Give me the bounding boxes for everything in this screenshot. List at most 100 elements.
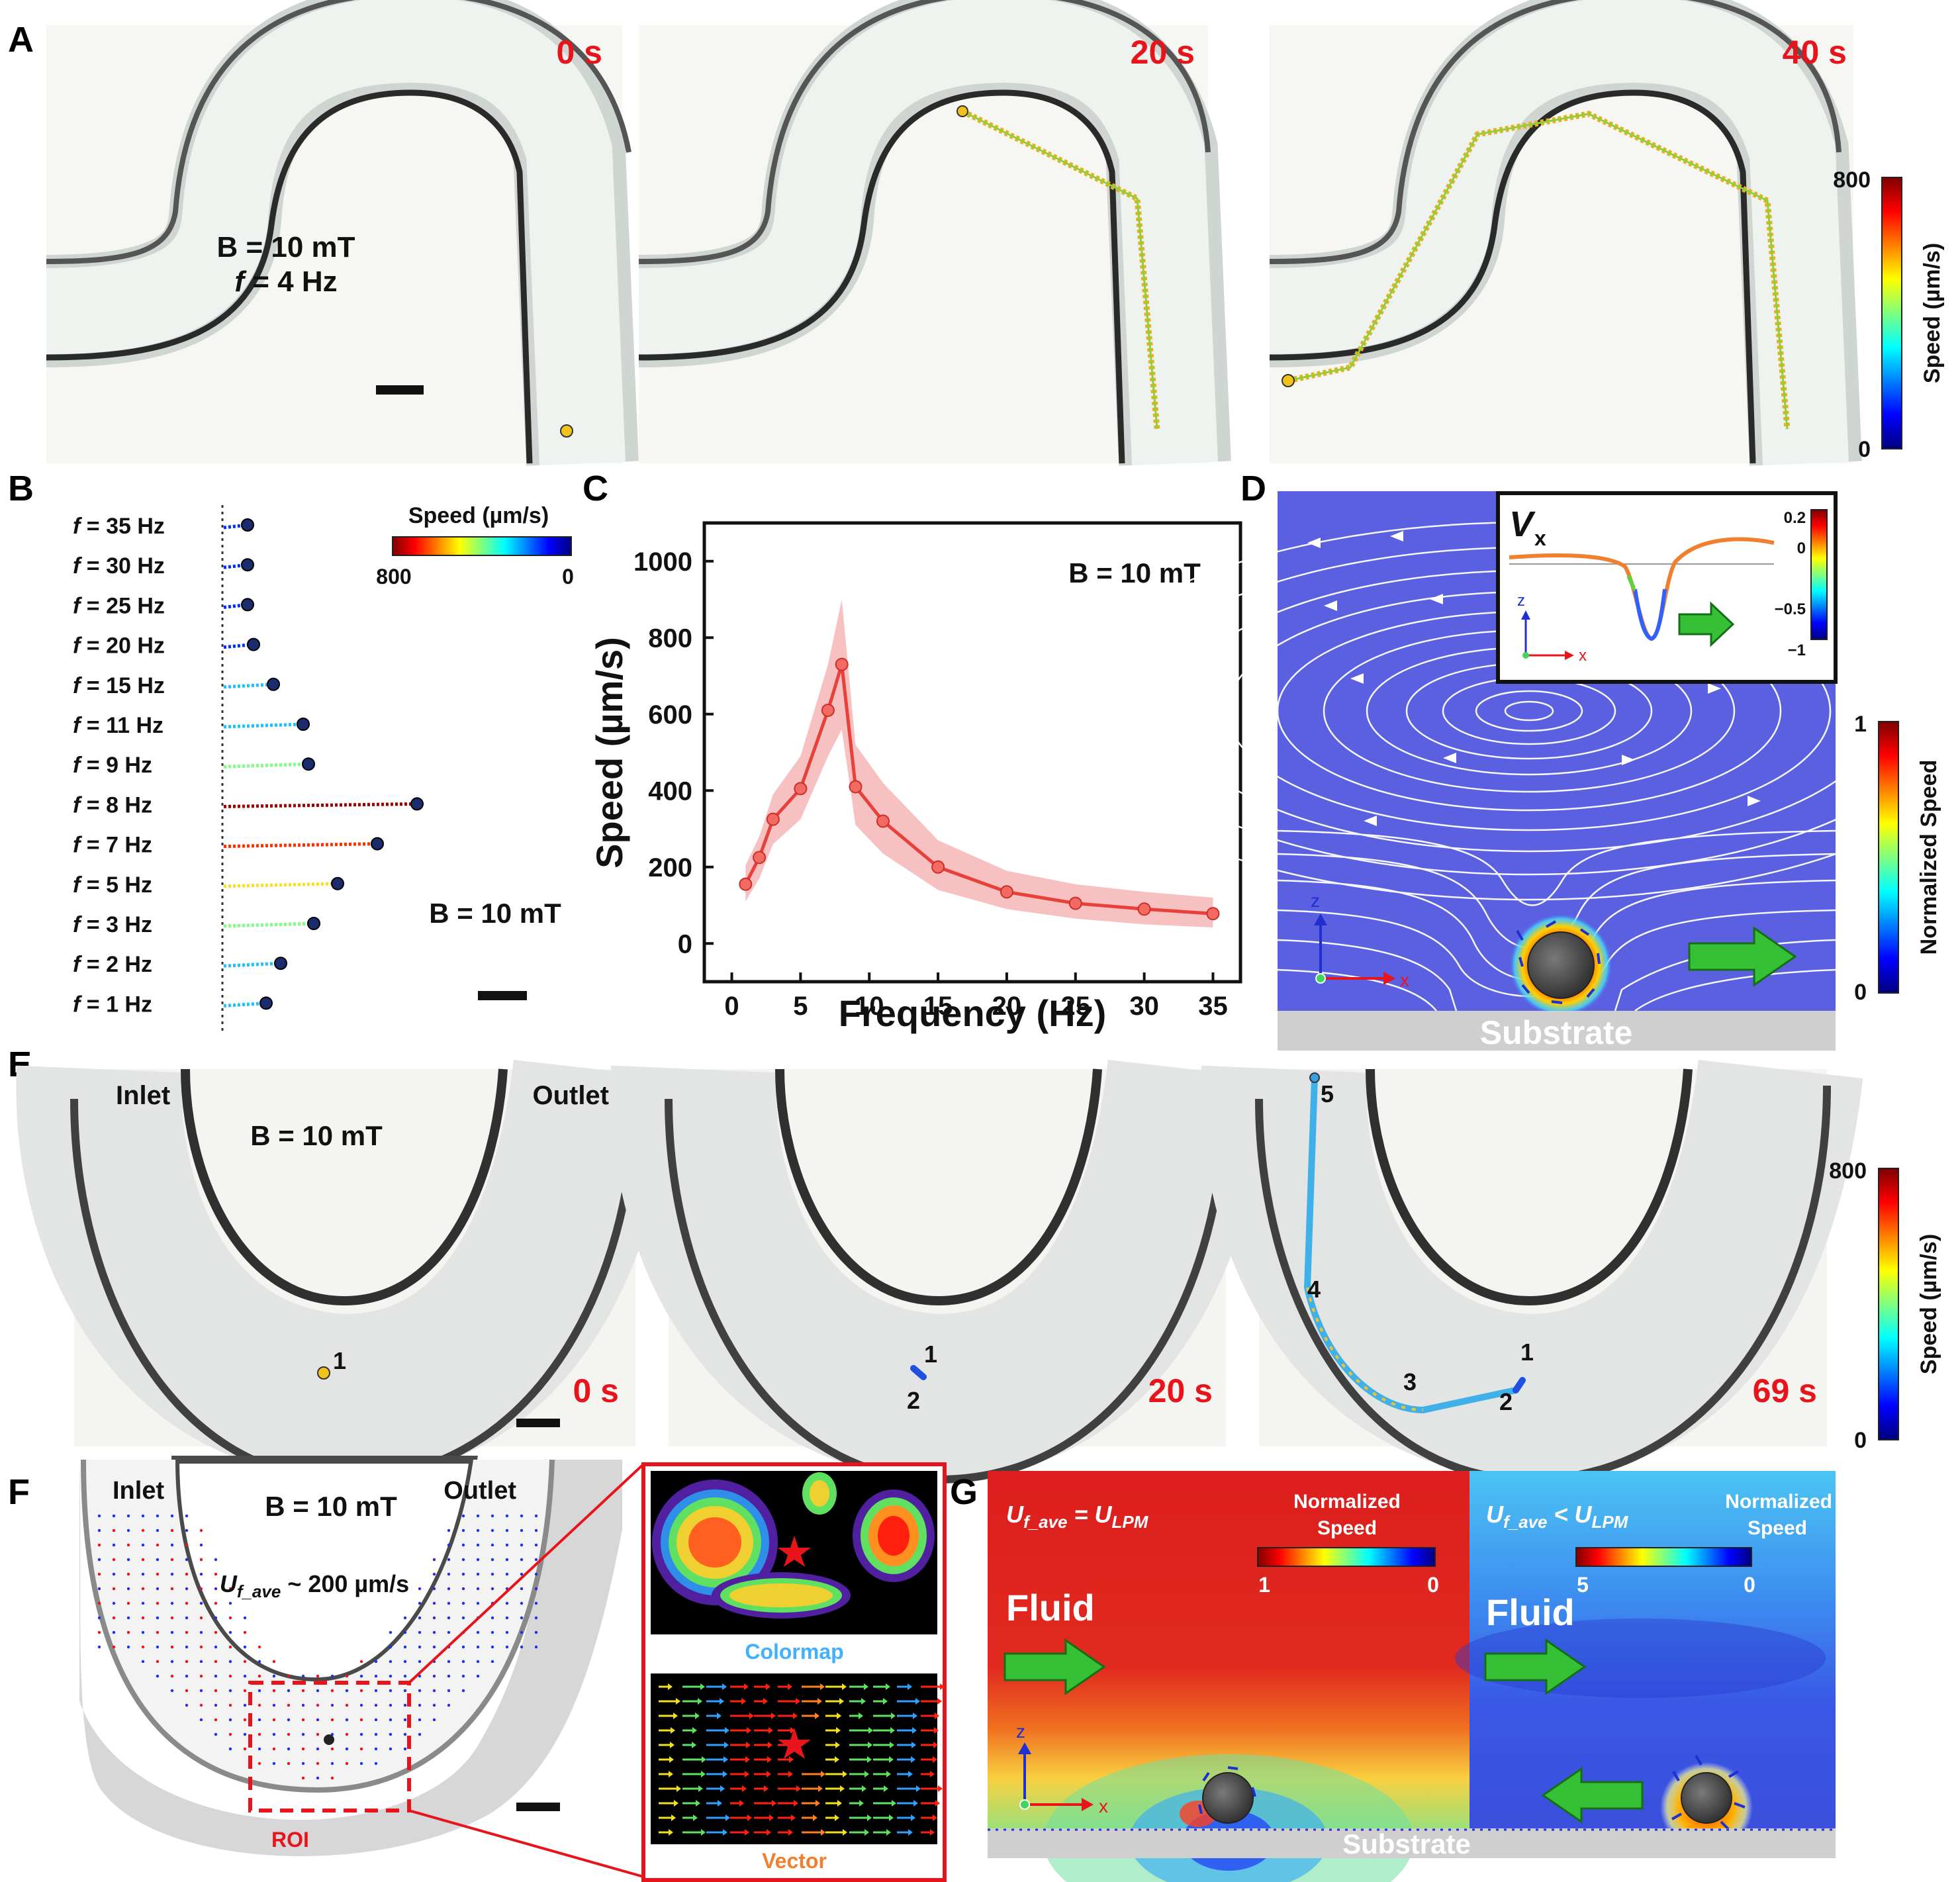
piv-dot	[461, 1616, 465, 1620]
piv-dot	[534, 1645, 538, 1649]
piv-dot	[447, 1558, 451, 1562]
piv-dot	[228, 1616, 232, 1620]
panel-label-b: B	[8, 469, 34, 508]
piv-dot	[534, 1616, 538, 1620]
piv-dot	[389, 1703, 393, 1707]
vector-head	[864, 1683, 868, 1690]
vector-head	[747, 1727, 751, 1734]
piv-dot	[141, 1587, 145, 1591]
frequency-row-label: f = 2 Hz	[73, 952, 152, 977]
piv-dot	[520, 1587, 524, 1591]
piv-dot	[141, 1529, 145, 1532]
vector-head	[794, 1800, 798, 1807]
piv-dot	[243, 1660, 247, 1664]
vector-head	[789, 1756, 794, 1763]
piv-dot	[330, 1674, 334, 1678]
piv-dot	[490, 1645, 494, 1649]
vector-head	[723, 1771, 727, 1777]
piv-dot	[243, 1747, 247, 1751]
piv-dot	[112, 1630, 116, 1634]
y-tick-label: 400	[648, 776, 692, 806]
piv-dot	[243, 1718, 247, 1722]
svg-text:z: z	[1016, 1721, 1025, 1742]
vector-head	[788, 1829, 793, 1836]
roi-zoom: Colormap Vector	[641, 1462, 947, 1882]
vector-head	[837, 1713, 841, 1719]
robot-endpoint	[410, 797, 424, 811]
piv-dot	[185, 1572, 189, 1576]
propulsion-arrow	[1688, 926, 1797, 987]
vector-head	[796, 1698, 800, 1705]
data-point	[1137, 902, 1151, 916]
piv-dot	[170, 1601, 174, 1605]
vector-head	[767, 1771, 771, 1777]
piv-dot	[126, 1587, 130, 1591]
piv-dot	[476, 1660, 480, 1664]
x-tick-label: 5	[793, 992, 808, 1021]
svg-text:Substrate: Substrate	[1480, 1014, 1633, 1051]
piv-dot	[520, 1543, 524, 1547]
piv-dot	[185, 1558, 189, 1562]
piv-dot	[403, 1732, 407, 1736]
fluid-arrow	[1003, 1638, 1106, 1695]
vector-head	[692, 1742, 696, 1748]
piv-dot	[374, 1660, 378, 1664]
piv-dot	[476, 1674, 480, 1678]
piv-dot	[461, 1543, 465, 1547]
piv-dot	[141, 1543, 145, 1547]
vector-head	[868, 1742, 872, 1748]
piv-dot	[520, 1601, 524, 1605]
piv-dot	[170, 1674, 174, 1678]
robot-arrow	[1541, 1767, 1644, 1824]
vector-head	[788, 1683, 792, 1690]
trajectory	[223, 842, 378, 849]
piv-dot	[228, 1689, 232, 1693]
piv-dot	[505, 1529, 509, 1532]
piv-dot	[432, 1558, 436, 1562]
piv-dot	[126, 1543, 130, 1547]
piv-dot	[447, 1529, 451, 1532]
vector-head	[677, 1785, 681, 1792]
vector-head	[722, 1683, 727, 1690]
piv-dot	[97, 1645, 101, 1649]
piv-dot	[272, 1762, 276, 1765]
vector-head	[698, 1698, 702, 1705]
vector-head	[843, 1771, 847, 1777]
piv-dot	[156, 1572, 160, 1576]
piv-dot	[447, 1616, 451, 1620]
svg-text:0: 0	[1854, 1428, 1867, 1453]
rotation-arrows	[1198, 1766, 1256, 1814]
piv-dot	[214, 1718, 218, 1722]
piv-dot	[490, 1514, 494, 1518]
field-label: B = 10 mT	[265, 1491, 397, 1522]
piv-dot	[403, 1747, 407, 1751]
data-point	[1206, 907, 1220, 921]
piv-dot	[301, 1674, 305, 1678]
svg-text:Speed (µm/s): Speed (µm/s)	[1916, 1234, 1941, 1374]
vector-head	[772, 1800, 776, 1807]
data-point	[1000, 885, 1013, 899]
field-label: B = 10 mT	[216, 231, 355, 263]
frequency-row-label: f = 30 Hz	[73, 553, 165, 579]
piv-dot	[185, 1703, 189, 1707]
scale-bar	[516, 1419, 560, 1427]
outlet-label: Outlet	[443, 1477, 516, 1505]
piv-dot	[359, 1674, 363, 1678]
piv-dot	[374, 1689, 378, 1693]
vector-head	[723, 1829, 727, 1836]
x-tick-label: 0	[724, 992, 739, 1021]
piv-dot	[156, 1630, 160, 1634]
panel-a-frame-20s: 20 s	[638, 0, 1231, 466]
piv-dot	[141, 1572, 145, 1576]
piv-dot	[112, 1572, 116, 1576]
piv-dot	[403, 1630, 407, 1634]
piv-dot	[126, 1601, 130, 1605]
chart-title: B = 10 mT	[1068, 557, 1201, 588]
piv-dot	[141, 1660, 145, 1664]
piv-dot	[170, 1572, 174, 1576]
vector-head	[766, 1683, 770, 1690]
piv-dot	[461, 1645, 465, 1649]
panel-label-g: G	[950, 1472, 978, 1512]
vector-head	[908, 1771, 913, 1777]
piv-dot	[243, 1630, 247, 1634]
